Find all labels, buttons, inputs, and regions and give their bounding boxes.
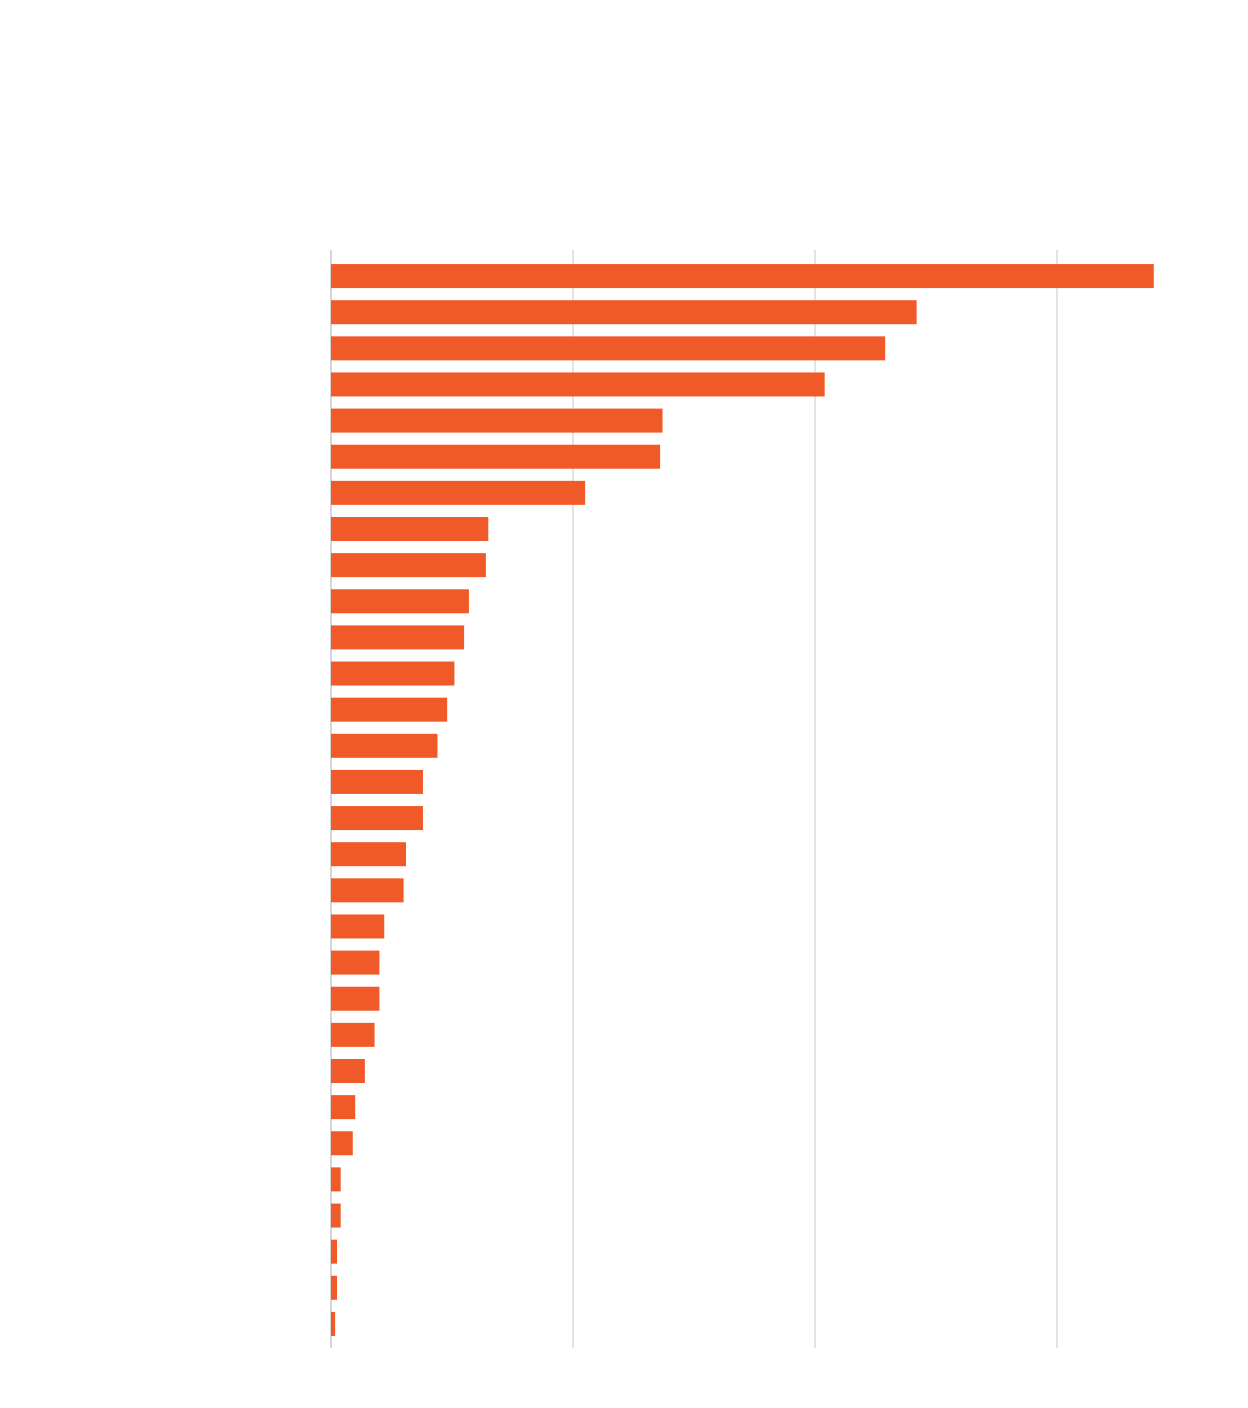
bar: [331, 625, 465, 650]
bar: [331, 733, 438, 758]
bar: [331, 1311, 336, 1336]
bar: [331, 1203, 341, 1228]
bar: [331, 806, 423, 831]
bar: [331, 661, 455, 686]
bar: [331, 480, 586, 505]
bar: [331, 444, 661, 469]
bar: [331, 336, 886, 361]
bar: [331, 842, 407, 867]
bar: [331, 1095, 356, 1120]
bar: [331, 553, 486, 578]
bar: [331, 1059, 365, 1083]
bar: [331, 1131, 353, 1156]
bar: [331, 372, 825, 397]
bar: [331, 950, 380, 975]
bar: [331, 264, 1154, 289]
bar: [331, 1239, 338, 1264]
bar: [331, 1022, 375, 1047]
bar: [331, 914, 385, 939]
bar: [331, 986, 380, 1011]
bar: [331, 697, 448, 722]
bar: [331, 878, 404, 903]
bar: [331, 300, 917, 325]
bar: [331, 517, 489, 541]
bar: [331, 769, 423, 794]
bar: [331, 1167, 341, 1192]
bar: [331, 408, 663, 433]
bar: [331, 589, 469, 614]
bar: [331, 1275, 338, 1300]
